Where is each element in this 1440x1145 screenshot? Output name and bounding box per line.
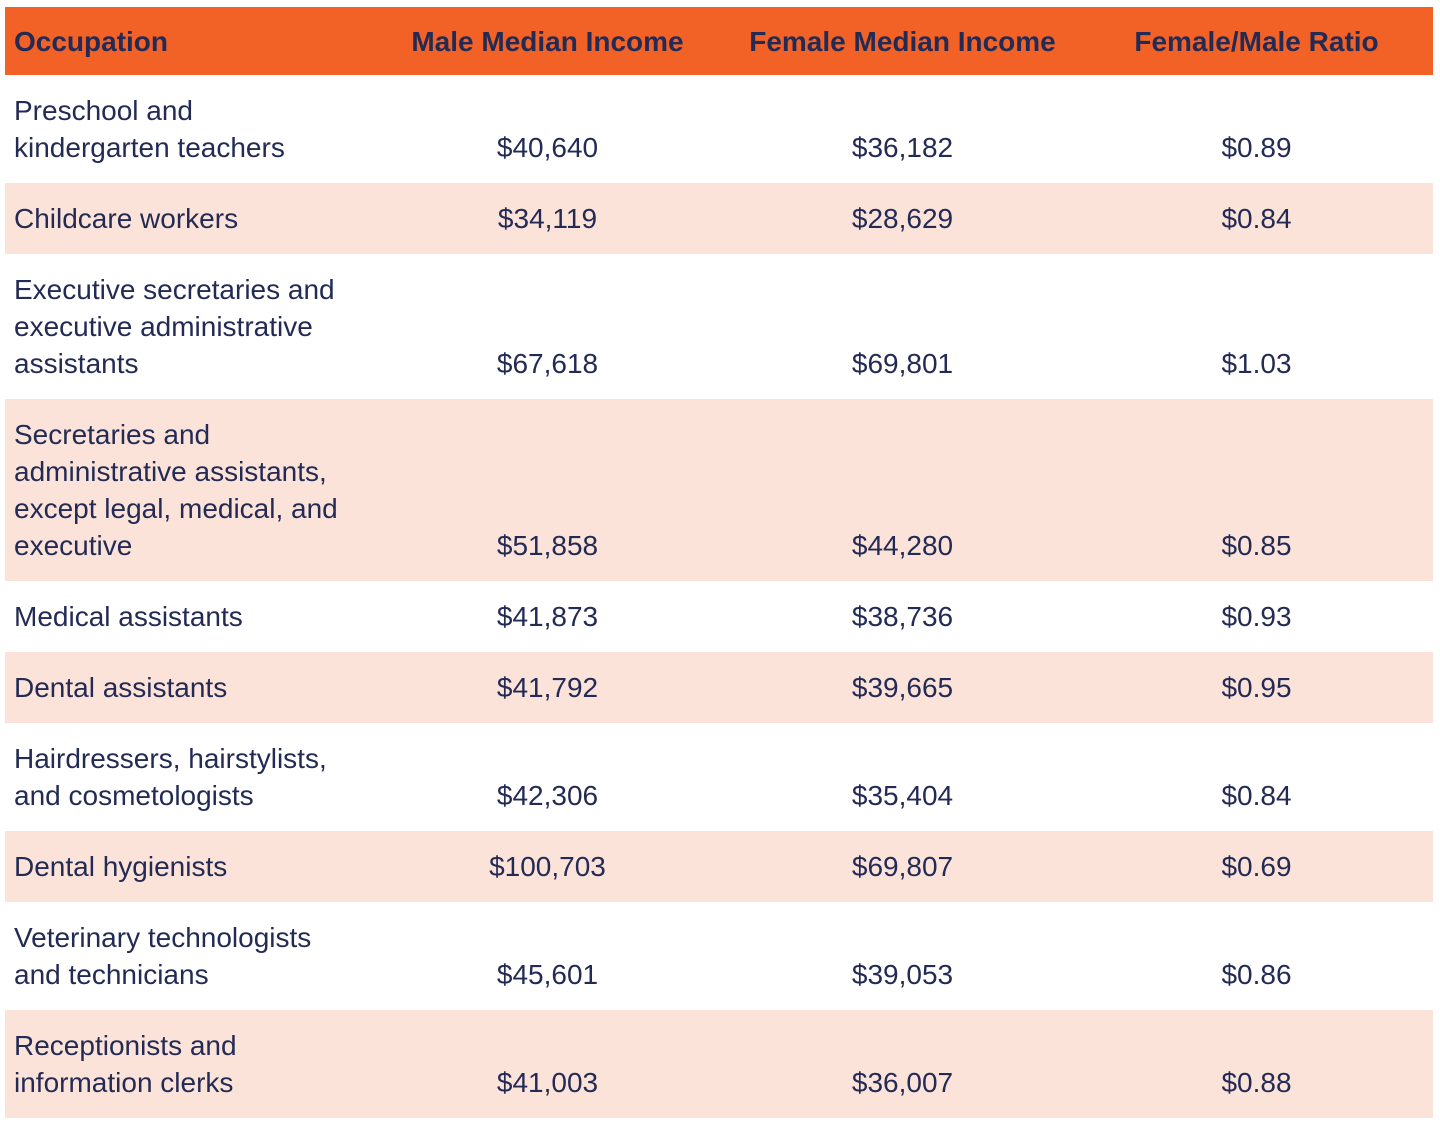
table-row: Dental hygienists $100,703 $69,807 $0.69 (5, 831, 1433, 902)
male-income-cell: $45,601 (496, 959, 599, 990)
female-income-cell: $39,665 (851, 672, 954, 703)
ratio-cell: $0.84 (1221, 780, 1292, 811)
male-income-cell: $42,306 (496, 780, 599, 811)
col-header-occupation: Occupation (5, 7, 370, 75)
female-income-cell: $44,280 (851, 530, 954, 561)
table-body: Preschool and kindergarten teachers $40,… (5, 75, 1433, 1118)
male-income-cell: $41,003 (496, 1067, 599, 1098)
table-row: Hairdressers, hairstylists, and cosmetol… (5, 723, 1433, 831)
male-income-cell: $41,873 (496, 601, 599, 632)
male-income-cell: $40,640 (496, 132, 599, 163)
occupation-income-table: Occupation Male Median Income Female Med… (5, 7, 1433, 1118)
table-row: Medical assistants $41,873 $38,736 $0.93 (5, 581, 1433, 652)
col-header-female-median-income: Female Median Income (725, 7, 1080, 75)
table-row: Veterinary technologists and technicians… (5, 902, 1433, 1010)
male-income-cell: $34,119 (497, 203, 598, 234)
col-header-male-median-income: Male Median Income (370, 7, 725, 75)
occupation-cell: Childcare workers (14, 203, 239, 234)
table-row: Dental assistants $41,792 $39,665 $0.95 (5, 652, 1433, 723)
ratio-cell: $0.88 (1221, 1067, 1292, 1098)
col-header-female-male-ratio: Female/Male Ratio (1080, 7, 1433, 75)
ratio-cell: $0.85 (1221, 530, 1292, 561)
female-income-cell: $38,736 (851, 601, 954, 632)
ratio-cell: $0.93 (1221, 601, 1292, 632)
occupation-cell: Dental hygienists (14, 851, 228, 882)
occupation-cell: Veterinary technologists and technicians (14, 922, 312, 990)
occupation-cell: Secretaries and administrative assistant… (14, 419, 338, 561)
table-row: Secretaries and administrative assistant… (5, 399, 1433, 581)
ratio-cell: $0.84 (1221, 203, 1292, 234)
female-income-cell: $28,629 (851, 203, 954, 234)
occupation-cell: Receptionists and information clerks (14, 1030, 237, 1098)
table-header: Occupation Male Median Income Female Med… (5, 7, 1433, 75)
ratio-cell: $0.89 (1221, 132, 1292, 163)
occupation-cell: Executive secretaries and executive admi… (14, 274, 335, 379)
table-row: Preschool and kindergarten teachers $40,… (5, 75, 1433, 183)
male-income-cell: $67,618 (496, 348, 599, 379)
female-income-cell: $35,404 (851, 780, 954, 811)
female-income-cell: $39,053 (851, 959, 954, 990)
ratio-cell: $0.95 (1221, 672, 1292, 703)
ratio-cell: $1.03 (1221, 348, 1292, 379)
table-row: Executive secretaries and executive admi… (5, 254, 1433, 399)
table-row: Childcare workers $34,119 $28,629 $0.84 (5, 183, 1433, 254)
occupation-cell: Medical assistants (14, 601, 243, 632)
ratio-cell: $0.86 (1221, 959, 1292, 990)
female-income-cell: $36,182 (851, 132, 954, 163)
female-income-cell: $69,801 (851, 348, 954, 379)
table-row: Receptionists and information clerks $41… (5, 1010, 1433, 1118)
ratio-cell: $0.69 (1221, 851, 1292, 882)
male-income-cell: $51,858 (496, 530, 599, 561)
female-income-cell: $69,807 (851, 851, 954, 882)
male-income-cell: $100,703 (489, 851, 606, 882)
header-row: Occupation Male Median Income Female Med… (5, 7, 1433, 75)
income-comparison-table: Occupation Male Median Income Female Med… (5, 7, 1433, 1118)
male-income-cell: $41,792 (496, 672, 599, 703)
occupation-cell: Dental assistants (14, 672, 228, 703)
occupation-cell: Preschool and kindergarten teachers (14, 95, 285, 163)
occupation-cell: Hairdressers, hairstylists, and cosmetol… (14, 743, 327, 811)
female-income-cell: $36,007 (851, 1067, 954, 1098)
